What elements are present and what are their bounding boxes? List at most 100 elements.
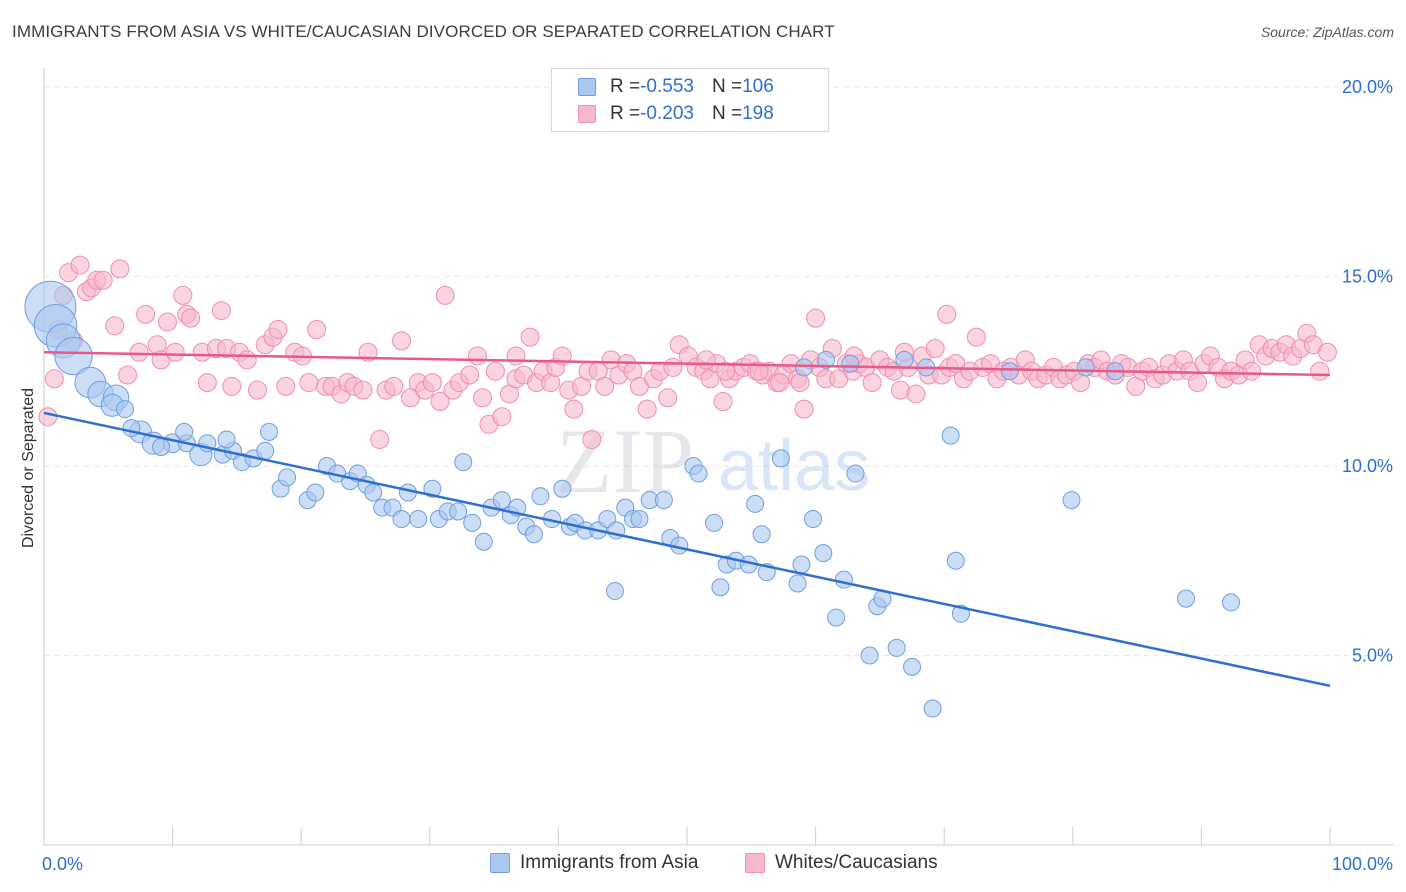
point-whites: [1242, 361, 1262, 381]
point-asia: [860, 646, 879, 665]
point-asia: [474, 532, 493, 551]
point-asia: [788, 574, 807, 593]
point-asia: [846, 464, 865, 483]
point-whites: [790, 373, 810, 393]
point-asia: [531, 487, 550, 506]
point-whites: [925, 338, 945, 358]
point-asia: [946, 551, 965, 570]
bottom-legend-label-asia: Immigrants from Asia: [520, 852, 699, 873]
bottom-legend-label-whites: Whites/Caucasians: [775, 852, 938, 873]
point-whites: [118, 365, 138, 385]
point-whites: [157, 312, 177, 332]
point-asia: [454, 453, 473, 472]
axes: [43, 68, 1394, 846]
series-asia-points: [24, 280, 1240, 718]
point-asia: [895, 350, 914, 369]
point-whites: [422, 373, 442, 393]
point-whites: [663, 357, 683, 377]
point-whites: [430, 392, 450, 412]
bottom-legend-swatch-asia: [490, 853, 510, 873]
point-asia: [887, 638, 906, 657]
point-asia: [364, 483, 383, 502]
point-whites: [770, 373, 790, 393]
point-whites: [165, 342, 185, 362]
point-whites: [806, 308, 826, 328]
point-whites: [582, 429, 602, 449]
watermark-zip: ZIP: [556, 410, 694, 512]
point-whites: [1310, 361, 1330, 381]
trend-line-whites: [43, 351, 1331, 377]
point-whites: [44, 369, 64, 389]
point-whites: [1317, 342, 1337, 362]
legend-swatch-asia: [578, 78, 596, 96]
point-asia: [605, 582, 624, 601]
point-asia: [941, 426, 960, 445]
point-whites: [1188, 373, 1208, 393]
point-asia: [392, 510, 411, 529]
point-asia: [841, 354, 860, 373]
point-asia: [630, 510, 649, 529]
y-axis-label: Divorced or Separated: [20, 388, 37, 548]
trend-line-asia: [43, 411, 1331, 688]
point-whites: [353, 380, 373, 400]
point-asia: [1221, 593, 1240, 612]
y-tick-label: 15.0%: [1342, 266, 1393, 286]
point-asia: [152, 438, 171, 457]
point-asia: [792, 555, 811, 574]
point-whites: [105, 316, 125, 336]
point-whites: [506, 346, 526, 366]
point-whites: [370, 429, 390, 449]
point-whites: [460, 365, 480, 385]
bottom-legend-swatch-whites: [745, 853, 765, 873]
point-asia: [711, 578, 730, 597]
bottom-legend-whites: Whites/Caucasians: [745, 852, 938, 874]
point-asia: [423, 479, 442, 498]
point-asia: [771, 449, 790, 468]
watermark: ZIP atlas: [556, 410, 870, 512]
point-whites: [473, 388, 493, 408]
point-asia: [306, 483, 325, 502]
legend-r-label: R =: [610, 76, 641, 97]
point-whites: [392, 331, 412, 351]
point-whites: [173, 285, 193, 305]
legend-n-label: N =: [711, 76, 743, 97]
point-asia: [827, 608, 846, 627]
point-asia: [524, 525, 543, 544]
point-whites: [268, 320, 288, 340]
point-whites: [70, 255, 90, 275]
point-asia: [1076, 358, 1095, 377]
point-asia: [1176, 589, 1195, 608]
y-tick-label: 10.0%: [1342, 456, 1393, 476]
point-asia: [492, 491, 511, 510]
point-whites: [716, 361, 736, 381]
point-asia: [903, 657, 922, 676]
point-whites: [110, 259, 130, 279]
point-asia: [814, 544, 833, 563]
legend-r-value: -0.203: [640, 103, 694, 124]
point-asia: [834, 570, 853, 589]
point-asia: [689, 464, 708, 483]
point-whites: [564, 399, 584, 419]
point-whites: [862, 373, 882, 393]
point-whites: [435, 285, 455, 305]
point-whites: [966, 327, 986, 347]
point-asia: [278, 468, 297, 487]
legend-n-value: 198: [742, 103, 774, 124]
point-asia: [553, 479, 572, 498]
tick-labels: 5.0% 10.0% 15.0% 20.0% 0.0% 100.0%: [42, 77, 1393, 874]
point-asia: [705, 513, 724, 532]
legend-row-whites: R = -0.203 N = 198: [578, 101, 774, 127]
point-asia: [122, 419, 141, 438]
y-tick-label: 5.0%: [1352, 645, 1393, 665]
grid-lines: [44, 86, 1394, 656]
point-whites: [237, 350, 257, 370]
x-tick-label: 0.0%: [42, 854, 83, 874]
point-whites: [906, 384, 926, 404]
point-whites: [713, 392, 733, 412]
point-asia: [1062, 491, 1081, 510]
x-tick-label: 100.0%: [1332, 854, 1393, 874]
point-whites: [299, 373, 319, 393]
point-asia: [816, 350, 835, 369]
point-whites: [129, 342, 149, 362]
